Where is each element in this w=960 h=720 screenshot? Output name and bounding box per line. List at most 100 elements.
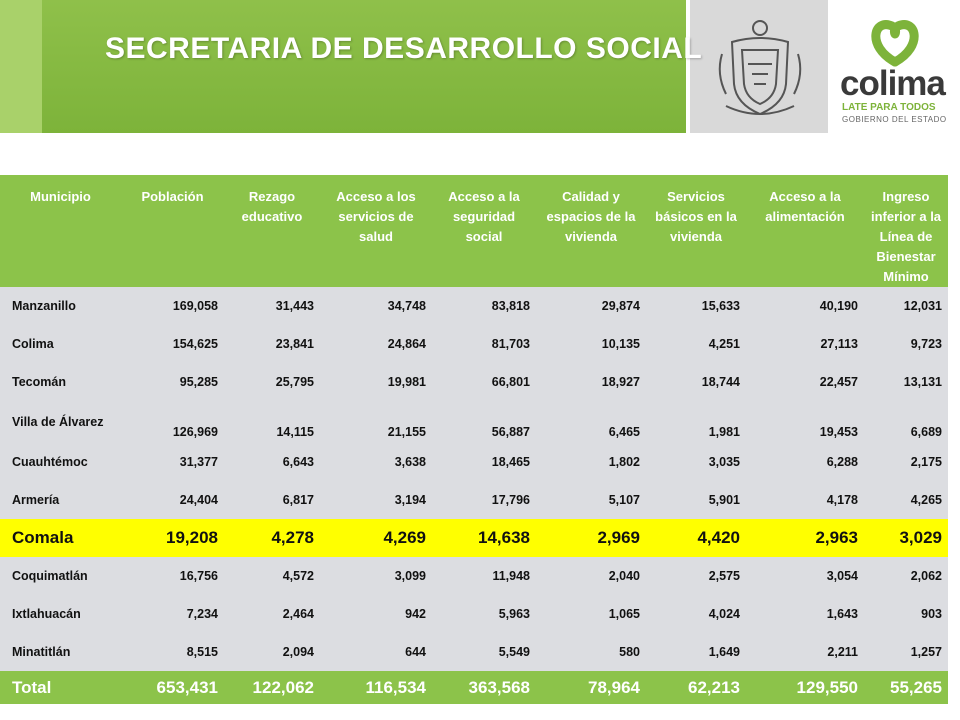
table-cell: 17,796 [432,481,536,519]
table-cell: 116,534 [320,671,432,704]
table-row: Cuauhtémoc 31,377 6,643 3,638 18,465 1,8… [0,443,948,481]
table-cell: 78,964 [536,671,646,704]
heart-logo-icon [871,20,919,67]
table-cell: 2,969 [536,519,646,557]
table-cell: 21,155 [320,401,432,443]
table-cell: 23,841 [224,325,320,363]
header-green-band [0,0,686,133]
column-header: Acceso a la seguridad social [432,175,536,287]
table-cell: 580 [536,633,646,671]
table-cell: Minatitlán [0,633,121,671]
table-cell: 14,115 [224,401,320,443]
table-row: Minatitlán 8,515 2,094 644 5,549 580 1,6… [0,633,948,671]
column-header: Municipio [0,175,121,287]
table-cell: 25,795 [224,363,320,401]
total-row: Total 653,431 122,062 116,534 363,568 78… [0,671,948,704]
table-cell: 4,024 [646,595,746,633]
table-cell: 6,817 [224,481,320,519]
table-cell: 29,874 [536,287,646,325]
table-cell: 5,963 [432,595,536,633]
table-cell: 15,633 [646,287,746,325]
table-cell: 4,269 [320,519,432,557]
header-seal-panel [690,0,828,133]
table-cell: 1,643 [746,595,864,633]
table-cell: 12,031 [864,287,948,325]
column-header: Acceso a la alimentación [746,175,864,287]
table-cell: 10,135 [536,325,646,363]
logo-wordmark: colima [840,64,946,103]
table-row: Coquimatlán 16,756 4,572 3,099 11,948 2,… [0,557,948,595]
table-cell: 31,377 [121,443,224,481]
table-cell: 31,443 [224,287,320,325]
table-cell: 5,901 [646,481,746,519]
table-row: Armería 24,404 6,817 3,194 17,796 5,107 … [0,481,948,519]
table-cell: 2,040 [536,557,646,595]
table-cell: 2,175 [864,443,948,481]
table-cell: 27,113 [746,325,864,363]
table-cell: 1,257 [864,633,948,671]
table-cell: 24,404 [121,481,224,519]
table-cell: 3,638 [320,443,432,481]
table-cell: 95,285 [121,363,224,401]
table-cell: 1,649 [646,633,746,671]
table-cell: Coquimatlán [0,557,121,595]
table-cell: 1,802 [536,443,646,481]
table-cell: 81,703 [432,325,536,363]
highlighted-row: Comala 19,208 4,278 4,269 14,638 2,969 4… [0,519,948,557]
table-cell: 4,420 [646,519,746,557]
table-cell: 903 [864,595,948,633]
table-row: Tecomán 95,285 25,795 19,981 66,801 18,9… [0,363,948,401]
table-cell: 653,431 [121,671,224,704]
table-cell: 19,453 [746,401,864,443]
table-cell: Comala [0,519,121,557]
table-cell: 22,457 [746,363,864,401]
table-cell: 18,465 [432,443,536,481]
table-cell: 7,234 [121,595,224,633]
table-cell: 4,278 [224,519,320,557]
table-cell: 122,062 [224,671,320,704]
table-cell: 5,107 [536,481,646,519]
column-header: Acceso a los servicios de salud [320,175,432,287]
table-cell: 34,748 [320,287,432,325]
table-cell: 18,744 [646,363,746,401]
table-cell: 4,265 [864,481,948,519]
table-cell: 2,094 [224,633,320,671]
table-cell: 1,065 [536,595,646,633]
table-cell: 11,948 [432,557,536,595]
table-cell: 4,251 [646,325,746,363]
table-cell: Cuauhtémoc [0,443,121,481]
column-header: Calidad y espacios de la vivienda [536,175,646,287]
table-cell: 4,178 [746,481,864,519]
table-cell: 6,689 [864,401,948,443]
colima-logo: colima LATE PARA TODOS GOBIERNO DEL ESTA… [836,12,954,130]
column-header: Ingreso inferior a la Línea de Bienestar… [864,175,948,287]
poverty-indicators-table: Municipio Población Rezago educativo Acc… [0,175,948,704]
page-header: SECRETARIA DE DESARROLLO SOCIAL colima L… [0,0,960,133]
page-title: SECRETARIA DE DESARROLLO SOCIAL [105,32,703,65]
table-cell: 62,213 [646,671,746,704]
table-cell: 8,515 [121,633,224,671]
table-cell: Tecomán [0,363,121,401]
table-cell: 154,625 [121,325,224,363]
table-cell: 644 [320,633,432,671]
table-cell: 66,801 [432,363,536,401]
table-cell: 2,963 [746,519,864,557]
state-seal-icon [718,20,802,116]
table-cell: 3,054 [746,557,864,595]
table-cell: 363,568 [432,671,536,704]
table-cell: 40,190 [746,287,864,325]
table-cell: 83,818 [432,287,536,325]
table-cell: 14,638 [432,519,536,557]
table-cell: 5,549 [432,633,536,671]
table-cell: 6,643 [224,443,320,481]
table-cell: 3,029 [864,519,948,557]
table-cell: 19,981 [320,363,432,401]
table-cell: Colima [0,325,121,363]
table-cell: 18,927 [536,363,646,401]
table-cell: Manzanillo [0,287,121,325]
table-cell: 2,575 [646,557,746,595]
table-cell: 19,208 [121,519,224,557]
header-divider [686,0,690,133]
table-cell: 3,035 [646,443,746,481]
table-cell: Villa de Álvarez [0,401,121,443]
